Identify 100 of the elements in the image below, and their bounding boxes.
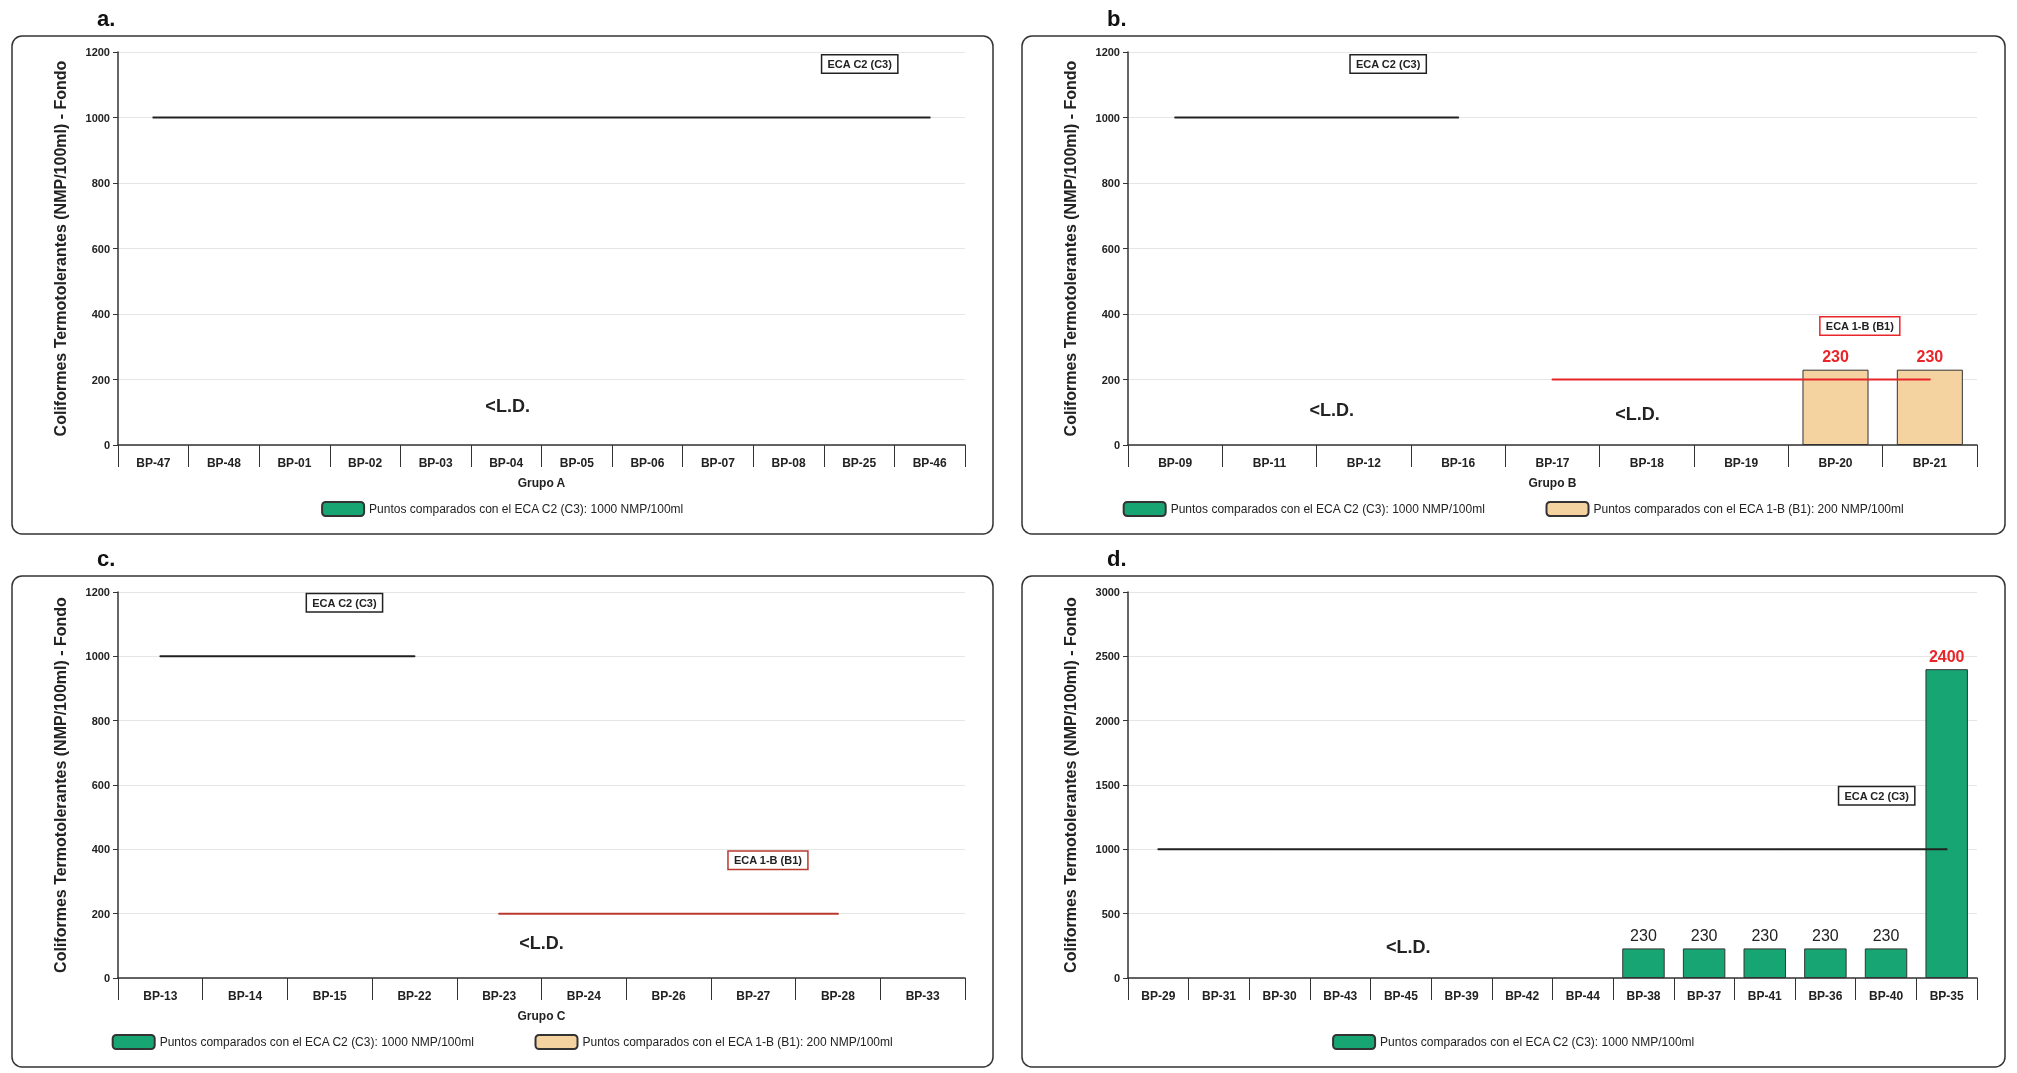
x-tick-label: BP-08: [771, 456, 806, 470]
x-tick-label: BP-20: [1818, 456, 1853, 470]
y-tick-label: 0: [1113, 972, 1120, 984]
legend-label: Puntos comparados con el ECA C2 (C3): 1000 NMP/100ml: [1380, 1035, 1695, 1049]
x-tick-label: BP-28: [820, 989, 856, 1003]
x-tick-label: BP-09: [1158, 456, 1193, 470]
y-axis-title: Coliformes Termotolerantes (NMP/100ml) - Fondo: [1061, 596, 1079, 973]
legend-label: Puntos comparados con el ECA C2 (C3): 1000 NMP/100ml: [1170, 502, 1485, 516]
y-tick-label: 1200: [85, 586, 110, 598]
y-tick-label: 600: [91, 779, 110, 791]
x-tick-label: BP-15: [312, 989, 348, 1003]
data-label: 230: [1916, 348, 1944, 366]
data-label: 230: [1630, 926, 1657, 944]
x-tick-label: BP-29: [1141, 989, 1176, 1003]
x-tick-label: BP-45: [1383, 989, 1419, 1003]
chart-title: a.: [97, 5, 116, 31]
y-tick-label: 1000: [85, 650, 110, 663]
x-tick-label: BP-19: [1724, 456, 1759, 470]
x-tick-label: BP-14: [228, 989, 263, 1003]
y-tick-label: 0: [103, 972, 110, 984]
legend-label: Puntos comparados con el ECA C2 (C3): 1000 NMP/100ml: [369, 502, 684, 516]
annotation: <L.D.: [485, 395, 530, 416]
x-tick-label: BP-27: [736, 989, 771, 1003]
y-tick-label: 1000: [85, 111, 110, 124]
y-tick-label: 800: [1101, 177, 1120, 189]
x-tick-label: BP-16: [1441, 456, 1476, 470]
text: ECA C2 (C3): [1355, 58, 1421, 70]
data-label: 230: [1812, 926, 1839, 944]
annotation: <L.D.: [519, 933, 564, 954]
y-tick-label: 3000: [1095, 586, 1120, 598]
y-tick-label: 200: [91, 907, 110, 920]
x-tick-label: BP-31: [1201, 989, 1237, 1003]
y-axis-title: Coliformes Termotolerantes (NMP/100ml) - Fondo: [51, 60, 69, 437]
legend-label: Puntos comparados con el ECA 1-B (B1): 200 NMP/100ml: [1593, 502, 1904, 516]
y-tick-label: 400: [1101, 308, 1120, 320]
annotation: <L.D.: [1615, 403, 1660, 424]
chart-title: d.: [1107, 545, 1127, 571]
y-tick-label: 0: [103, 439, 110, 451]
text: ECA C2 (C3): [312, 596, 377, 609]
y-tick-label: 500: [1101, 907, 1120, 920]
x-tick-label: BP-07: [700, 456, 736, 470]
x-tick-label: BP-26: [651, 989, 686, 1003]
text: ECA C2 (C3): [827, 58, 893, 70]
x-tick-label: BP-22: [397, 989, 432, 1003]
x-tick-label: BP-01: [277, 456, 312, 470]
legend-label: Puntos comparados con el ECA 1-B (B1): 200 NMP/100ml: [582, 1035, 893, 1049]
text: ECA 1-B (B1): [1825, 320, 1895, 332]
y-tick-label: 800: [91, 177, 110, 189]
y-tick-label: 1200: [85, 46, 110, 58]
x-tick-label: BP-12: [1346, 456, 1382, 470]
data-label: 230: [1872, 926, 1900, 944]
y-tick-label: 400: [91, 843, 110, 856]
data-label: 230: [1690, 926, 1718, 944]
y-tick-label: 2500: [1095, 650, 1120, 663]
x-axis-title: Grupo B: [1528, 476, 1577, 490]
x-tick-label: BP-46: [912, 456, 948, 470]
y-tick-label: 600: [91, 242, 110, 255]
y-tick-label: 800: [91, 714, 110, 727]
x-tick-label: BP-40: [1869, 989, 1904, 1003]
y-tick-label: 200: [1101, 373, 1120, 386]
x-tick-label: BP-24: [566, 989, 602, 1003]
chart-title: c.: [97, 545, 116, 571]
x-tick-label: BP-11: [1252, 456, 1287, 470]
x-tick-label: BP-21: [1912, 456, 1948, 470]
x-tick-label: BP-13: [143, 989, 178, 1003]
y-tick-label: 0: [1113, 439, 1120, 451]
y-tick-label: 400: [91, 308, 110, 320]
x-tick-label: BP-47: [136, 456, 171, 470]
data-label: 230: [1751, 926, 1779, 944]
annotation: <L.D.: [1385, 937, 1431, 958]
text: ECA 1-B (B1): [733, 854, 803, 867]
x-tick-label: BP-48: [206, 456, 242, 470]
x-tick-label: BP-30: [1262, 989, 1297, 1003]
x-tick-label: BP-36: [1808, 989, 1843, 1003]
x-tick-label: BP-33: [905, 989, 940, 1003]
x-tick-label: BP-18: [1629, 456, 1665, 470]
x-tick-label: BP-05: [559, 456, 595, 470]
y-tick-label: 1000: [1095, 111, 1120, 124]
y-tick-label: 600: [1101, 242, 1120, 255]
x-tick-label: BP-23: [482, 989, 517, 1003]
y-tick-label: 1000: [1095, 843, 1120, 856]
x-tick-label: BP-39: [1444, 989, 1479, 1003]
x-tick-label: BP-44: [1565, 989, 1601, 1003]
data-label: 230: [1822, 348, 1849, 366]
x-tick-label: BP-43: [1323, 989, 1358, 1003]
legend-label: Puntos comparados con el ECA C2 (C3): 1000 NMP/100ml: [159, 1035, 474, 1049]
y-axis-title: Coliformes Termotolerantes (NMP/100ml) - Fondo: [1061, 60, 1079, 437]
y-tick-label: 1200: [1095, 46, 1120, 58]
x-tick-label: BP-17: [1535, 456, 1570, 470]
y-tick-label: 1500: [1095, 779, 1120, 791]
y-tick-label: 2000: [1095, 714, 1120, 727]
x-tick-label: BP-02: [348, 456, 383, 470]
x-axis-title: Grupo C: [517, 1009, 566, 1023]
x-tick-label: BP-03: [418, 456, 453, 470]
x-tick-label: BP-37: [1687, 989, 1722, 1003]
x-tick-label: BP-41: [1747, 989, 1783, 1003]
chart-title: b.: [1107, 5, 1127, 31]
x-tick-label: BP-38: [1626, 989, 1661, 1003]
annotation: <L.D.: [1309, 399, 1355, 420]
y-axis-title: Coliformes Termotolerantes (NMP/100ml) - Fondo: [51, 596, 69, 973]
